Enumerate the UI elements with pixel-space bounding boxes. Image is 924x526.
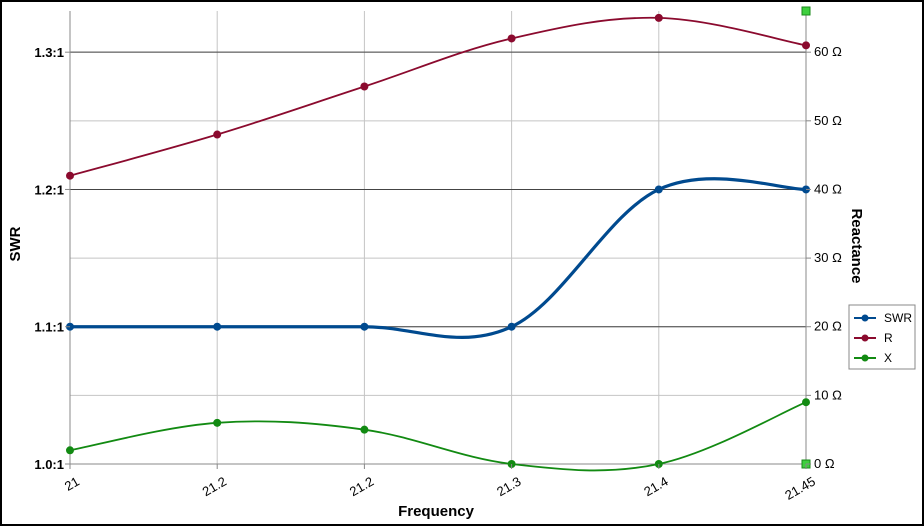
legend-item-r: R [854, 331, 893, 345]
x-tick-label: 21.4 [641, 474, 670, 500]
legend: SWR RX [848, 304, 916, 370]
legend-swatch-marker [861, 354, 869, 362]
series-line-x [69, 401, 807, 472]
data-point-x [66, 446, 74, 455]
grid-lines [69, 11, 807, 465]
data-point-swr [507, 322, 516, 331]
data-point-r [66, 171, 74, 180]
data-point-swr [360, 322, 369, 331]
left-axis-title: SWR [7, 226, 24, 261]
data-point-x [802, 398, 810, 407]
series-r [66, 13, 810, 180]
right-tick-label: 20 Ω [814, 319, 842, 334]
data-point-r [654, 13, 663, 22]
series-swr [66, 177, 810, 339]
series-line-swr [70, 177, 807, 339]
x-tick-label: 21.45 [782, 474, 818, 503]
legend-label: R [884, 331, 893, 345]
data-point-r [213, 130, 222, 139]
left-tick-label: 1.0:1 [34, 457, 64, 472]
x-tick-label: 21.2 [200, 474, 229, 500]
x-tick-label: 21.2 [347, 474, 376, 500]
right-axis-ticks: 0 Ω 10 Ω 20 Ω 30 Ω 40 Ω 50 Ω 60 Ω [806, 44, 842, 471]
data-point-x [360, 425, 369, 434]
left-tick-label: 1.1:1 [34, 320, 64, 335]
x-axis-title: Frequency [398, 503, 475, 520]
left-axis-ticks: 1.0:1 1.1:1 1.2:1 1.3:1 [34, 45, 70, 472]
right-tick-label: 40 Ω [814, 181, 842, 196]
right-axis-title: Reactance [848, 208, 865, 283]
data-point-r [802, 41, 810, 50]
legend-label: X [884, 351, 892, 365]
left-tick-label: 1.2:1 [34, 182, 64, 197]
series-layer [66, 6, 811, 472]
right-tick-label: 50 Ω [814, 113, 842, 128]
legend-item-x: X [854, 351, 892, 365]
x-tick-label: 21.3 [494, 474, 523, 500]
data-point-r [507, 34, 516, 43]
x-axis-ticks: 21 21.2 21.2 21.3 21.4 21.45 [62, 464, 818, 503]
right-tick-label: 0 Ω [814, 456, 835, 471]
right-tick-label: 60 Ω [814, 44, 842, 59]
data-point-swr [213, 322, 222, 331]
legend-swatch-marker [861, 334, 869, 342]
left-tick-label: 1.3:1 [34, 45, 64, 60]
data-point-r [360, 82, 369, 91]
axis-end-marker [801, 6, 811, 16]
x-tick-label: 21 [62, 474, 82, 494]
legend-swatch-marker [861, 314, 869, 322]
series-x [66, 398, 810, 472]
legend-label: SWR [884, 311, 912, 325]
data-point-swr [654, 185, 663, 194]
data-point-x [213, 418, 222, 427]
right-tick-label: 30 Ω [814, 250, 842, 265]
right-tick-label: 10 Ω [814, 387, 842, 402]
series-line-r [69, 16, 807, 177]
legend-item-swr: SWR [854, 311, 912, 325]
plot-area [69, 11, 807, 465]
